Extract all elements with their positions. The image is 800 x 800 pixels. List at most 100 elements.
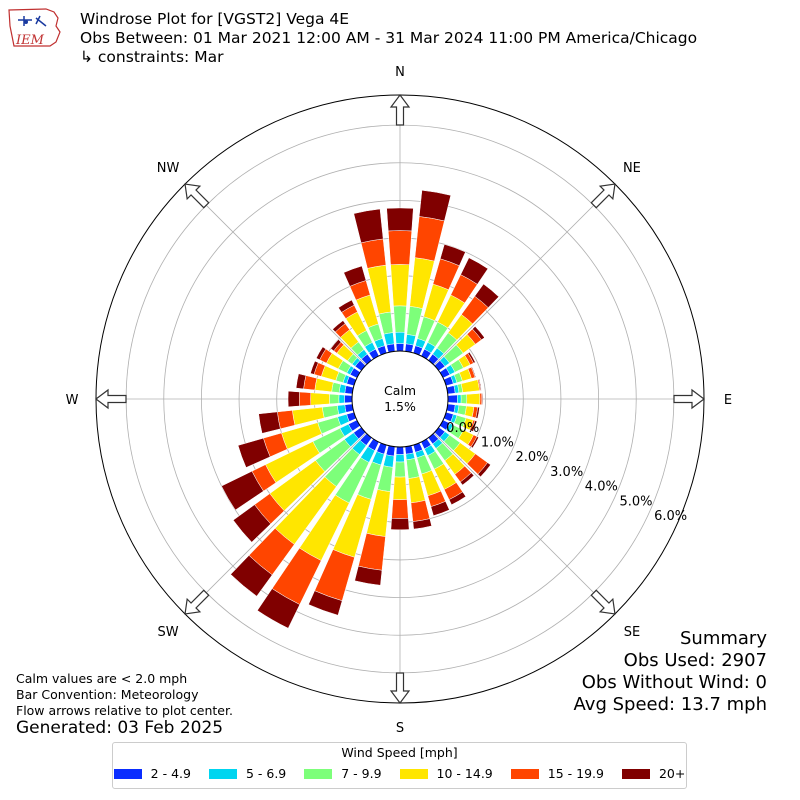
chart-subtitle: Obs Between: 01 Mar 2021 12:00 AM - 31 M… [80, 29, 698, 47]
wind-bar-segment [460, 394, 468, 404]
wind-bar-segment [258, 411, 281, 434]
arrow-shape [590, 589, 616, 615]
legend-label: 10 - 14.9 [436, 766, 493, 781]
legend-title: Wind Speed [mph] [341, 745, 458, 760]
wind-bar-segment [475, 406, 480, 419]
wind-bar-segment [481, 392, 483, 406]
wind-bar-segment [338, 394, 345, 404]
radial-tick-label: 6.0% [654, 509, 687, 524]
wind-bar-segment [330, 339, 342, 352]
legend-label: 7 - 9.9 [341, 766, 382, 781]
wind-bar-segment [237, 437, 271, 468]
wind-bar-segment [322, 405, 340, 419]
legend-label: 20+ [658, 766, 686, 781]
flow-arrow-icon [673, 388, 705, 410]
flow-arrow-icon [590, 183, 616, 209]
bar-convention-note: Bar Convention: Meteorology [16, 687, 199, 702]
radial-tick-label: 3.0% [550, 465, 583, 480]
wind-bar-segment [439, 243, 466, 267]
radial-tick-label: 5.0% [619, 494, 652, 509]
wind-bar-segment [329, 393, 340, 405]
wind-bar-segment [230, 555, 273, 597]
wind-bar-segment [395, 454, 405, 463]
legend-item: 2 - 4.9 [113, 766, 191, 781]
flow-arrow-icon [184, 183, 210, 209]
obs-without-wind: Obs Without Wind: 0 [581, 672, 767, 693]
wind-bar-segment [221, 470, 264, 511]
wind-bar-segment [472, 326, 485, 341]
flow-arrow-icon [184, 589, 210, 615]
grid-spoke [433, 183, 616, 366]
wind-bar-segment [310, 392, 330, 406]
flow-arrow-icon [95, 388, 127, 410]
radial-tick-label: 1.0% [481, 435, 514, 450]
legend: Wind Speed [mph] 2 - 4.9 5 - 6.9 7 - 9.9 10… [112, 742, 687, 789]
wind-bar-segment [354, 565, 383, 586]
wind-bar-segment [338, 299, 355, 313]
radial-tick-label: 4.0% [585, 480, 618, 495]
direction-label-e: E [724, 393, 732, 408]
wind-bar-segment [386, 207, 414, 232]
wind-bar-segment [474, 283, 500, 308]
wind-bar-segment [471, 366, 477, 378]
wind-bar-segment [392, 476, 408, 500]
wind-bar-segment [406, 458, 420, 479]
legend-label: 5 - 6.9 [245, 766, 287, 781]
wind-bar-segment [353, 208, 384, 244]
wind-bar-segment [395, 446, 405, 455]
legend-items: 2 - 4.9 5 - 6.9 7 - 9.9 10 - 14.9 15 - 19.9 2… [113, 766, 686, 781]
flow-arrow-icon [389, 94, 411, 126]
legend-item: 20+ [621, 766, 686, 781]
wind-bar-segment [295, 373, 307, 390]
direction-label-nw: NW [157, 161, 180, 176]
direction-label-ne: NE [623, 161, 641, 176]
direction-label-w: W [66, 393, 79, 408]
legend-swatch [113, 768, 142, 779]
legend-item: 15 - 19.9 [510, 766, 604, 781]
wind-bar-segment [393, 305, 407, 333]
legend-swatch [304, 768, 333, 779]
wind-bar-segment [383, 454, 395, 468]
constraints-text: ↳ constraints: Mar [80, 48, 224, 66]
wind-bar-segment [387, 230, 413, 266]
wind-bar-segment [467, 351, 476, 364]
wind-bar-segment [394, 461, 406, 478]
wind-bar-segment [232, 504, 272, 543]
legend-swatch [208, 768, 237, 779]
direction-arrows [95, 94, 705, 704]
legend-swatch [399, 768, 428, 779]
wind-bar-segment [430, 500, 450, 517]
wind-bar-segment [478, 378, 482, 391]
wind-bar-segment [390, 264, 410, 307]
logo-text: IEM [15, 33, 45, 48]
wind-bar-segment [470, 436, 480, 449]
arrow-shape [389, 94, 411, 126]
wind-bar-segment [308, 590, 343, 616]
wind-bar-segment [457, 394, 462, 404]
summary-box: Summary Obs Used: 2907 Obs Without Wind:… [574, 628, 767, 716]
direction-label-sw: SW [158, 625, 179, 640]
wind-bar-segment [287, 390, 300, 408]
legend-swatch [621, 768, 650, 779]
calm-value: 1.5% [384, 399, 416, 414]
wind-bar-segment [408, 476, 426, 504]
generated-date: Generated: 03 Feb 2025 [16, 718, 224, 738]
wind-bar-segment [460, 379, 480, 393]
wind-bar-segment [471, 420, 478, 432]
direction-label-se: SE [624, 625, 640, 640]
arrow-shape [389, 672, 411, 704]
arrow-shape [673, 388, 705, 410]
wind-bar-segment [332, 320, 346, 333]
wind-bar-segment [414, 216, 445, 262]
wind-bar-segment [395, 343, 405, 352]
direction-label-s: S [396, 721, 404, 736]
arrow-shape [184, 183, 210, 209]
legend-label: 15 - 19.9 [547, 766, 604, 781]
wind-bar-segment [447, 394, 458, 404]
wind-bar-segment [257, 588, 301, 629]
flow-note: Flow arrows relative to plot center. [16, 703, 233, 718]
grid-spoke [184, 183, 367, 366]
wind-bar-segment [395, 331, 405, 344]
direction-label-n: N [395, 65, 405, 80]
